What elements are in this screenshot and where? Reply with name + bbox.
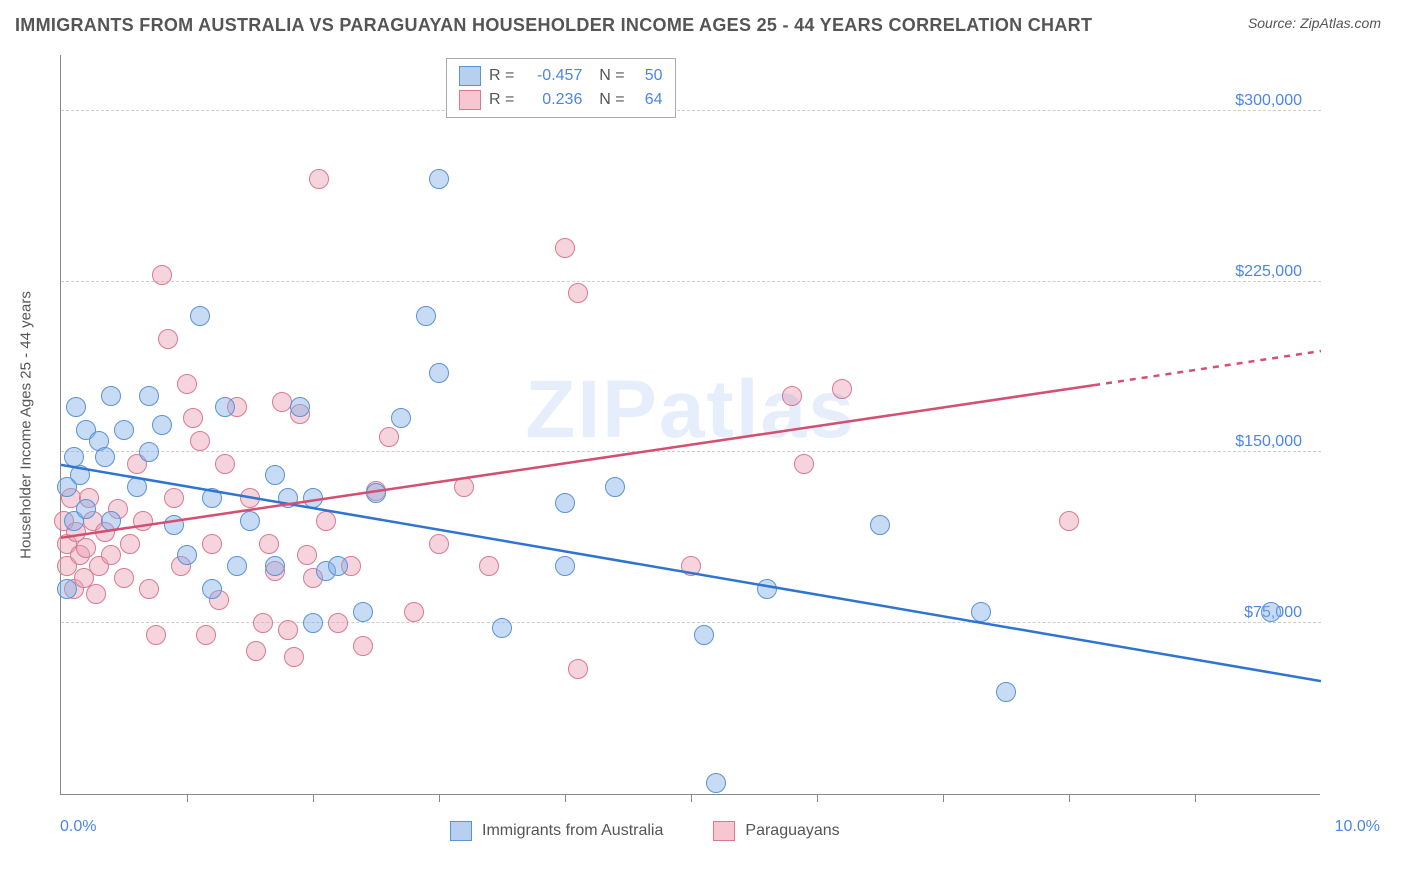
legend-item: Paraguayans [713, 821, 839, 841]
legend-label: Paraguayans [745, 822, 839, 840]
x-axis-min-label: 0.0% [60, 818, 96, 836]
legend-r-value: -0.457 [522, 64, 582, 88]
legend-item: Immigrants from Australia [450, 821, 663, 841]
legend-row: R = -0.457 N = 50 [459, 64, 663, 88]
chart-title: IMMIGRANTS FROM AUSTRALIA VS PARAGUAYAN … [15, 15, 1092, 36]
legend-n-label: N = [590, 88, 624, 112]
legend-swatch-pink [459, 90, 481, 110]
source-attribution: Source: ZipAtlas.com [1248, 15, 1381, 31]
legend-swatch-blue [459, 66, 481, 86]
legend-n-label: N = [590, 64, 624, 88]
plot-area: ZIPatlas Householder Income Ages 25 - 44… [60, 55, 1320, 795]
legend-label: Immigrants from Australia [482, 822, 663, 840]
x-tick [313, 794, 314, 802]
legend-swatch-pink [713, 821, 735, 841]
legend-row: R = 0.236 N = 64 [459, 88, 663, 112]
legend-swatch-blue [450, 821, 472, 841]
series-legend: Immigrants from Australia Paraguayans [450, 821, 840, 841]
x-tick [943, 794, 944, 802]
x-tick [565, 794, 566, 802]
legend-n-value: 64 [633, 88, 663, 112]
legend-r-value: 0.236 [522, 88, 582, 112]
legend-r-label: R = [489, 88, 514, 112]
x-tick [439, 794, 440, 802]
legend-n-value: 50 [633, 64, 663, 88]
x-axis-max-label: 10.0% [1335, 818, 1380, 836]
x-tick [1069, 794, 1070, 802]
trend-lines [61, 55, 1321, 795]
y-axis-label: Householder Income Ages 25 - 44 years [18, 291, 35, 559]
x-tick [691, 794, 692, 802]
x-tick [1195, 794, 1196, 802]
correlation-legend: R = -0.457 N = 50 R = 0.236 N = 64 [446, 58, 676, 118]
x-tick [187, 794, 188, 802]
legend-r-label: R = [489, 64, 514, 88]
chart-frame: ZIPatlas Householder Income Ages 25 - 44… [60, 55, 1390, 835]
x-tick [817, 794, 818, 802]
